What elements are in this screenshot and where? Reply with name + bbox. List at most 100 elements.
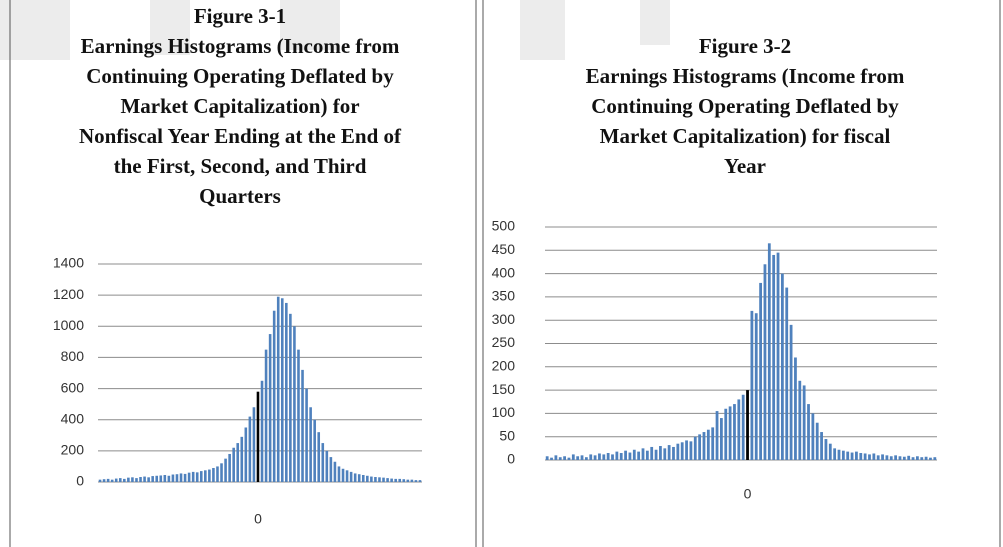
- bar: [785, 287, 789, 460]
- bar: [175, 474, 179, 482]
- bar: [780, 273, 784, 460]
- bar: [240, 436, 244, 482]
- bar: [789, 324, 793, 460]
- bar: [220, 463, 223, 482]
- bar: [885, 455, 889, 460]
- bar: [902, 456, 906, 460]
- bar: [345, 470, 349, 482]
- bar: [171, 474, 175, 482]
- bar: [580, 455, 584, 460]
- bar: [135, 478, 138, 482]
- y-tick-label: 250: [492, 334, 516, 350]
- bar: [204, 470, 207, 482]
- bar: [933, 457, 937, 460]
- bar: [195, 472, 199, 482]
- bar: [382, 477, 385, 482]
- bar: [208, 469, 211, 482]
- bar: [305, 388, 308, 482]
- bar: [293, 326, 296, 482]
- chart-title: Quarters: [199, 184, 281, 208]
- chart-title: Continuing Operating Deflated by: [591, 94, 899, 118]
- bar: [802, 385, 806, 460]
- bar: [733, 404, 736, 460]
- bar: [750, 310, 754, 460]
- bar: [143, 476, 146, 482]
- y-tick-label: 1400: [53, 255, 84, 271]
- bar: [285, 302, 288, 482]
- bar: [728, 406, 732, 460]
- bar: [114, 478, 118, 482]
- bar: [807, 404, 810, 460]
- bar: [741, 394, 745, 460]
- bar: [110, 479, 114, 482]
- bar: [224, 458, 227, 482]
- chart-title: Figure 3-2: [699, 34, 791, 58]
- chart-title: Earnings Histograms (Income from: [586, 64, 905, 88]
- bar: [846, 451, 850, 460]
- bar: [894, 455, 898, 460]
- bar: [554, 455, 558, 460]
- bar: [685, 440, 688, 460]
- bar: [563, 456, 566, 460]
- x-tick-label: 0: [744, 486, 752, 502]
- y-tick-label: 300: [492, 311, 516, 327]
- bar: [798, 380, 802, 460]
- bar: [98, 479, 102, 482]
- bar: [863, 453, 867, 460]
- chart-title: Nonfiscal Year Ending at the End of: [79, 124, 402, 148]
- bar: [737, 399, 741, 460]
- y-tick-label: 450: [492, 241, 516, 257]
- bar: [127, 477, 130, 482]
- bar: [268, 334, 272, 482]
- bar: [329, 457, 333, 482]
- bar: [550, 457, 553, 460]
- bar: [754, 313, 758, 460]
- bar: [289, 313, 292, 482]
- bar: [309, 407, 312, 482]
- bar: [589, 454, 593, 460]
- bar: [102, 479, 106, 482]
- bar: [370, 476, 373, 482]
- bar: [571, 454, 575, 460]
- y-tick-label: 0: [507, 451, 515, 467]
- bar: [378, 477, 381, 482]
- bar: [325, 450, 329, 482]
- bar: [321, 443, 325, 482]
- bar: [698, 434, 702, 460]
- bar: [837, 449, 841, 460]
- bar: [772, 254, 776, 460]
- bar: [619, 453, 623, 460]
- bar: [920, 457, 924, 460]
- bar: [767, 243, 771, 460]
- bar: [881, 454, 884, 460]
- y-tick-label: 50: [499, 427, 515, 443]
- bar: [624, 450, 627, 460]
- bar: [746, 390, 749, 460]
- bar: [715, 411, 719, 460]
- bar: [868, 454, 871, 460]
- bar: [855, 451, 858, 460]
- bar: [898, 456, 902, 460]
- bar: [615, 451, 619, 460]
- chart-title: Earnings Histograms (Income from: [81, 34, 400, 58]
- bar: [317, 432, 321, 482]
- bar: [641, 448, 645, 460]
- bar: [667, 445, 671, 460]
- bar: [850, 452, 854, 460]
- bar: [650, 446, 654, 460]
- y-tick-label: 500: [492, 218, 516, 234]
- y-tick-label: 350: [492, 288, 516, 304]
- bar: [711, 427, 715, 460]
- bar: [212, 467, 215, 482]
- bar: [341, 468, 345, 482]
- bar: [672, 446, 675, 460]
- y-tick-label: 1200: [53, 286, 84, 302]
- bar: [724, 408, 728, 460]
- bar: [628, 452, 632, 460]
- bar: [139, 477, 142, 482]
- bar: [216, 466, 219, 482]
- chart-title: Market Capitalization) for fiscal: [600, 124, 891, 148]
- bar: [131, 477, 134, 482]
- bar: [811, 413, 815, 460]
